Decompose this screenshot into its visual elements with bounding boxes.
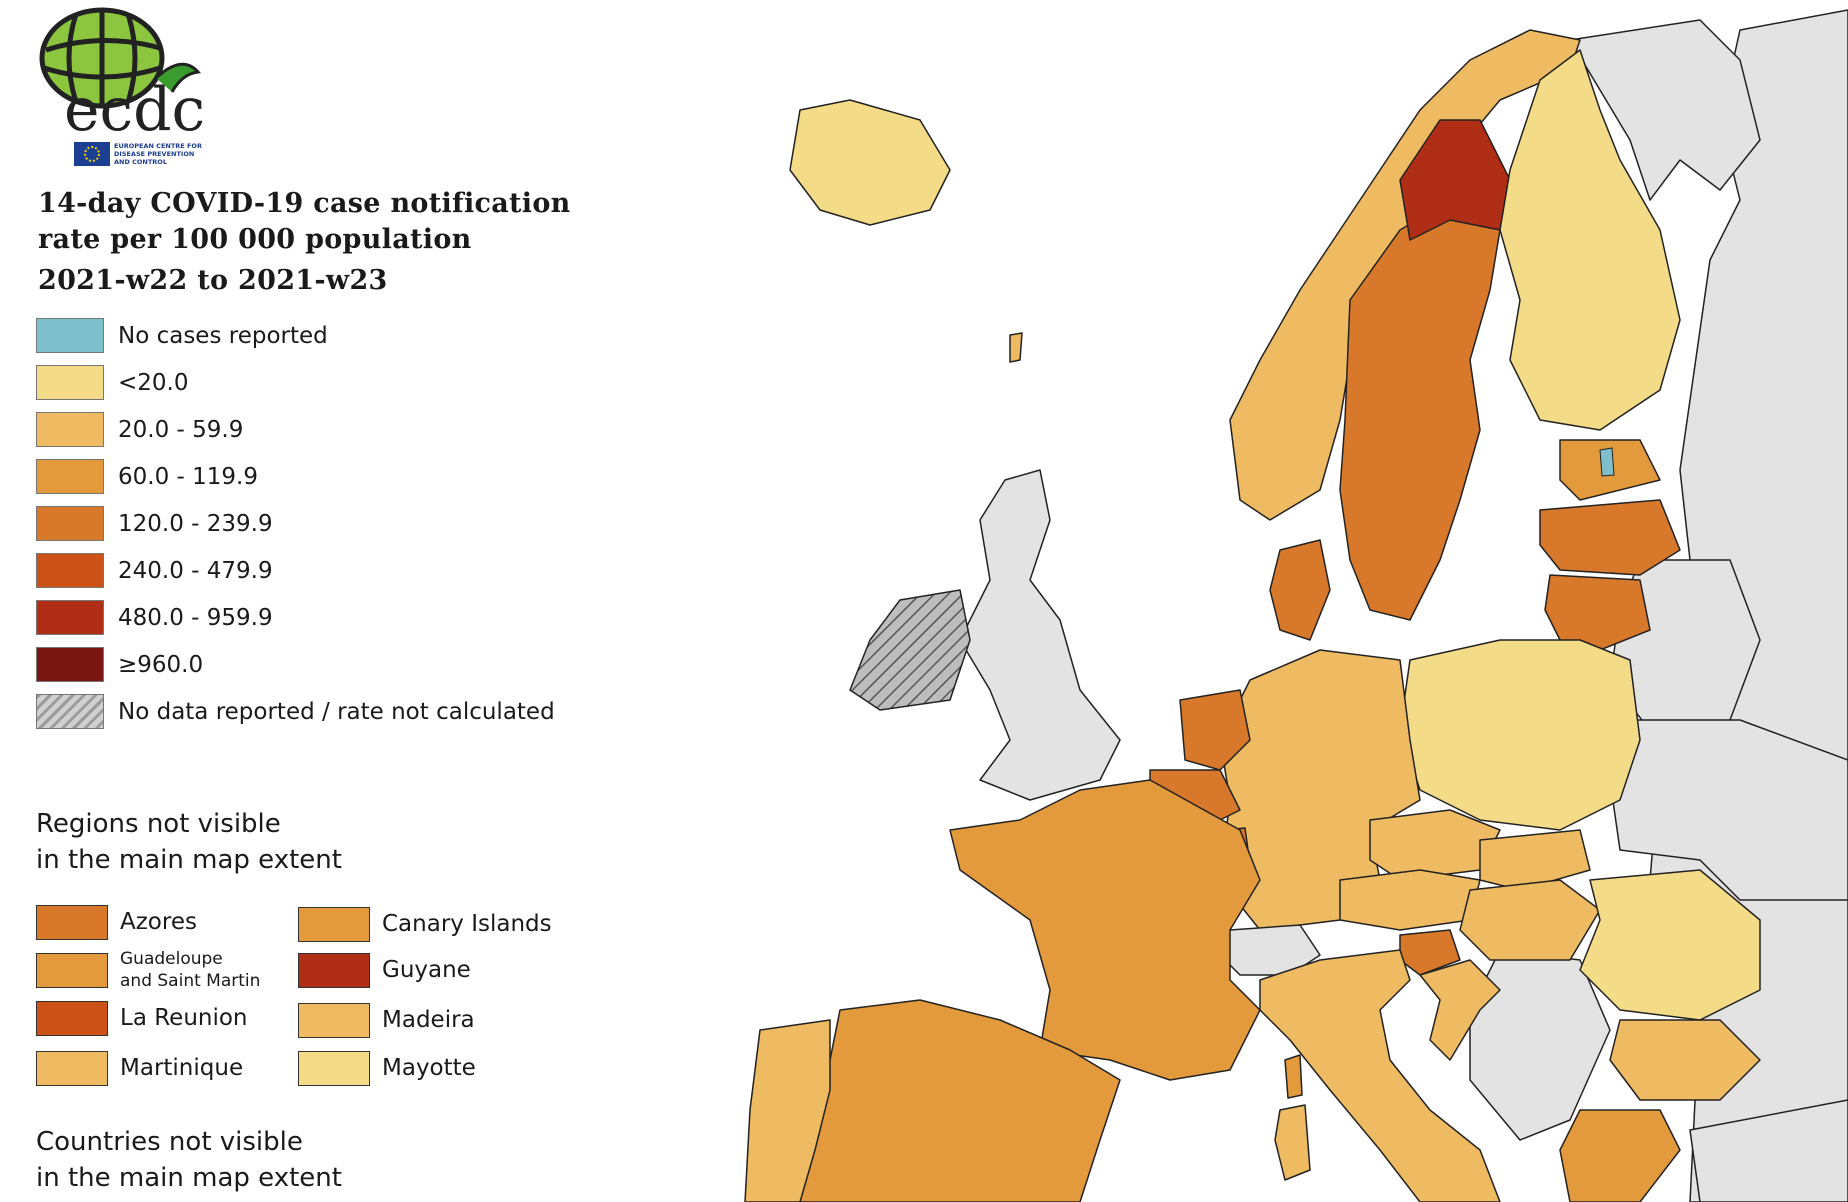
legend-label: ≥960.0	[118, 651, 204, 678]
greece	[1559, 1109, 1681, 1202]
region-swatch	[36, 1000, 108, 1036]
eu-flag-icon	[74, 142, 110, 166]
slovakia	[1479, 829, 1591, 891]
legend-label: <20.0	[118, 369, 189, 396]
legend-item-20-59: 20.0 - 59.9	[36, 406, 555, 453]
legend-label: 480.0 - 959.9	[118, 604, 273, 631]
hungary	[1459, 879, 1601, 961]
region-item-la-reunion: La Reunion	[36, 998, 248, 1038]
region-swatch	[298, 906, 370, 942]
latvia	[1539, 499, 1681, 576]
region-label: Madeira	[382, 1007, 475, 1033]
region-label: Azores	[120, 909, 197, 935]
austria	[1339, 869, 1481, 931]
denmark	[1269, 539, 1331, 641]
regions-heading: Regions not visible in the main map exte…	[36, 809, 342, 875]
countries-heading: Countries not visible in the main map ex…	[36, 1127, 342, 1193]
kola-peninsula	[1569, 19, 1761, 201]
legend-label: 60.0 - 119.9	[118, 463, 258, 490]
europe-map	[600, 0, 1848, 1202]
united-kingdom	[959, 469, 1121, 801]
region-item-martinique: Martinique	[36, 1048, 243, 1088]
corsica	[1284, 1054, 1303, 1099]
legend-swatch-hatch	[36, 694, 104, 729]
logo-subtitle-2: DISEASE PREVENTION	[114, 150, 194, 158]
legend-item-60-119: 60.0 - 119.9	[36, 453, 555, 500]
legend-swatch	[36, 600, 104, 635]
legend-label: 120.0 - 239.9	[118, 510, 273, 537]
turkey	[1689, 1099, 1848, 1202]
legend-swatch	[36, 506, 104, 541]
croatia	[1419, 959, 1501, 1061]
region-label: La Reunion	[120, 1005, 248, 1031]
ukraine	[1609, 719, 1848, 901]
legend-list: No cases reported <20.0 20.0 - 59.9 60.0…	[36, 312, 555, 735]
norway	[1229, 29, 1581, 521]
legend-label: 240.0 - 479.9	[118, 557, 273, 584]
legend-swatch	[36, 553, 104, 588]
ecdc-logo: ecdc EUROPEAN CENTRE FOR DISEASE PREVENT…	[39, 7, 205, 166]
bulgaria	[1609, 1019, 1761, 1101]
region-item-azores: Azores	[36, 902, 197, 942]
region-swatch	[36, 952, 108, 988]
faroe-islands	[1009, 332, 1023, 363]
region-swatch	[36, 904, 108, 940]
legend-swatch	[36, 459, 104, 494]
legend-label: No data reported / rate not calculated	[118, 698, 555, 725]
legend-swatch	[36, 318, 104, 353]
legend-item-480-959: 480.0 - 959.9	[36, 594, 555, 641]
logo-subtitle-3: AND CONTROL	[114, 158, 167, 166]
region-label: Mayotte	[382, 1055, 476, 1081]
region-label: Guadeloupe and Saint Martin	[120, 949, 261, 991]
region-swatch	[36, 1050, 108, 1086]
france	[949, 779, 1261, 1081]
region-label: Canary Islands	[382, 911, 552, 937]
portugal	[744, 1019, 831, 1202]
region-swatch	[298, 1050, 370, 1086]
legend-swatch	[36, 365, 104, 400]
legend-label: No cases reported	[118, 322, 328, 349]
legend-label: 20.0 - 59.9	[118, 416, 244, 443]
globe-icon	[39, 7, 202, 109]
legend-swatch	[36, 647, 104, 682]
estonia-no-cases-region	[1599, 447, 1615, 477]
iceland	[789, 99, 951, 226]
netherlands	[1179, 689, 1251, 771]
logo-subtitle-1: EUROPEAN CENTRE FOR	[114, 142, 202, 150]
legend-item-no-cases: No cases reported	[36, 312, 555, 359]
logo-wordmark: ecdc	[64, 75, 205, 145]
region-item-canary-islands: Canary Islands	[298, 904, 552, 944]
region-label: Guyane	[382, 957, 471, 983]
region-label: Martinique	[120, 1055, 244, 1081]
legend-panel: ecdc EUROPEAN CENTRE FOR DISEASE PREVENT…	[0, 0, 600, 1202]
legend-item-lt20: <20.0	[36, 359, 555, 406]
region-swatch	[298, 952, 370, 988]
legend-item-240-479: 240.0 - 479.9	[36, 547, 555, 594]
finland	[1499, 49, 1681, 431]
region-item-guadeloupe: Guadeloupe and Saint Martin	[36, 949, 261, 991]
legend-period: 2021-w22 to 2021-w23	[38, 265, 388, 296]
legend-item-no-data: No data reported / rate not calculated	[36, 688, 555, 735]
region-swatch	[298, 1002, 370, 1038]
ireland	[849, 589, 971, 711]
region-item-guyane: Guyane	[298, 950, 471, 990]
sardinia	[1274, 1104, 1311, 1181]
legend-item-120-239: 120.0 - 239.9	[36, 500, 555, 547]
legend-item-ge960: ≥960.0	[36, 641, 555, 688]
legend-title: 14-day COVID-19 case notification rate p…	[38, 188, 571, 255]
region-item-mayotte: Mayotte	[298, 1048, 476, 1088]
region-item-madeira: Madeira	[298, 1000, 475, 1040]
legend-swatch	[36, 412, 104, 447]
italy	[1259, 949, 1501, 1202]
map-svg	[744, 9, 1848, 1202]
poland	[1399, 639, 1641, 831]
